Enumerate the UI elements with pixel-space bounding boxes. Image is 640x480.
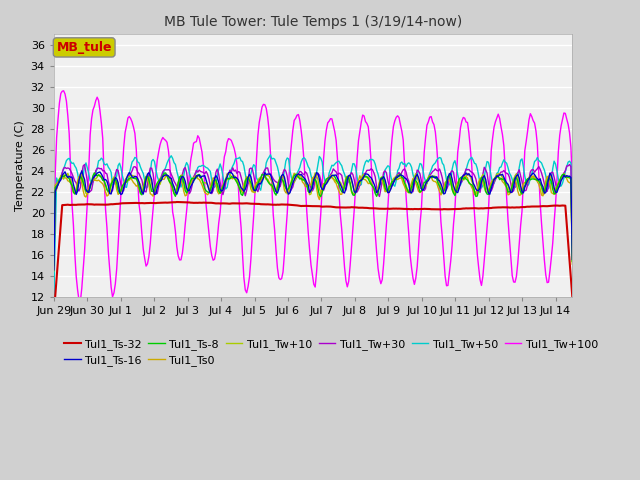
Tul1_Ts-16	[78, 168, 86, 174]
Tul1_Tw+10	[116, 186, 124, 192]
Tul1_Ts-32	[135, 200, 143, 206]
Tul1_Ts-32	[50, 312, 58, 317]
Tul1_Ts0	[135, 187, 143, 192]
Tul1_Ts-8	[431, 174, 439, 180]
Tul1_Tw+50	[50, 292, 58, 298]
Tul1_Ts-16	[226, 169, 234, 175]
Tul1_Tw+10	[311, 170, 319, 176]
Tul1_Tw+100	[559, 116, 566, 122]
Tul1_Tw+10	[316, 187, 323, 192]
Tul1_Ts-16	[431, 175, 439, 181]
Tul1_Ts-32	[431, 206, 439, 212]
Tul1_Ts-16	[316, 176, 323, 182]
Tul1_Tw+100	[136, 213, 144, 218]
Tul1_Ts0	[316, 197, 323, 203]
Tul1_Ts-8	[316, 192, 323, 198]
Tul1_Tw+30	[50, 266, 58, 272]
Tul1_Tw+30	[559, 175, 566, 180]
Tul1_Ts0	[431, 179, 439, 184]
Tul1_Tw+50	[431, 160, 439, 166]
Tul1_Ts-32	[316, 204, 323, 209]
Tul1_Ts-8	[559, 172, 566, 178]
Y-axis label: Temperature (C): Temperature (C)	[15, 120, 25, 211]
Tul1_Tw+10	[135, 180, 143, 185]
Tul1_Ts-32	[173, 199, 180, 205]
Tul1_Tw+100	[60, 88, 67, 94]
Tul1_Tw+50	[135, 160, 143, 166]
Tul1_Ts0	[559, 172, 566, 178]
Line: Tul1_Tw+100: Tul1_Tw+100	[54, 91, 572, 312]
Tul1_Ts-16	[50, 267, 58, 273]
Tul1_Tw+30	[81, 162, 88, 168]
Tul1_Tw+10	[568, 259, 576, 264]
Tul1_Ts-8	[568, 258, 576, 264]
Tul1_Tw+10	[559, 174, 566, 180]
Tul1_Tw+50	[559, 180, 566, 186]
Tul1_Ts-32	[568, 294, 576, 300]
Tul1_Tw+50	[225, 178, 232, 183]
Tul1_Tw+100	[226, 136, 234, 142]
Line: Tul1_Ts-32: Tul1_Ts-32	[54, 202, 572, 314]
Tul1_Ts0	[291, 170, 298, 176]
Tul1_Ts0	[116, 191, 124, 196]
Line: Tul1_Ts-8: Tul1_Ts-8	[54, 173, 572, 265]
Tul1_Ts-8	[50, 263, 58, 268]
Tul1_Tw+30	[431, 166, 439, 172]
Tul1_Ts0	[50, 263, 58, 268]
Tul1_Tw+30	[316, 172, 323, 178]
Tul1_Tw+100	[431, 129, 439, 135]
Tul1_Ts-16	[568, 256, 576, 262]
Title: MB Tule Tower: Tule Temps 1 (3/19/14-now): MB Tule Tower: Tule Temps 1 (3/19/14-now…	[164, 15, 462, 29]
Line: Tul1_Ts0: Tul1_Ts0	[54, 173, 572, 265]
Tul1_Ts-16	[136, 184, 144, 190]
Tul1_Tw+10	[431, 174, 439, 180]
Line: Tul1_Tw+30: Tul1_Tw+30	[54, 165, 572, 269]
Tul1_Ts-32	[559, 203, 566, 208]
Tul1_Tw+50	[316, 154, 323, 159]
Line: Tul1_Ts-16: Tul1_Ts-16	[54, 171, 572, 270]
Tul1_Ts0	[568, 261, 576, 267]
Tul1_Ts-8	[117, 188, 125, 193]
Tul1_Tw+50	[116, 160, 124, 166]
Tul1_Tw+100	[50, 309, 58, 314]
Tul1_Ts-8	[136, 191, 144, 196]
Tul1_Tw+30	[568, 250, 576, 256]
Line: Tul1_Tw+50: Tul1_Tw+50	[54, 155, 572, 295]
Tul1_Tw+30	[136, 174, 144, 180]
Tul1_Tw+30	[226, 168, 234, 173]
Tul1_Ts-16	[117, 192, 125, 197]
Tul1_Tw+50	[568, 227, 576, 232]
Tul1_Ts-8	[226, 176, 234, 182]
Tul1_Ts-16	[559, 175, 566, 181]
Tul1_Tw+10	[225, 170, 232, 176]
Tul1_Tw+100	[117, 191, 125, 197]
Text: MB_tule: MB_tule	[56, 41, 112, 54]
Tul1_Ts-8	[90, 170, 98, 176]
Tul1_Tw+10	[50, 268, 58, 274]
Tul1_Tw+100	[568, 178, 576, 183]
Tul1_Tw+50	[267, 152, 275, 158]
Tul1_Ts0	[225, 176, 232, 181]
Tul1_Ts-32	[226, 201, 234, 206]
Legend: Tul1_Ts-32, Tul1_Ts-16, Tul1_Ts-8, Tul1_Ts0, Tul1_Tw+10, Tul1_Tw+30, Tul1_Tw+50,: Tul1_Ts-32, Tul1_Ts-16, Tul1_Ts-8, Tul1_…	[60, 335, 602, 371]
Tul1_Tw+30	[117, 182, 125, 188]
Tul1_Tw+100	[316, 230, 323, 236]
Line: Tul1_Tw+10: Tul1_Tw+10	[54, 173, 572, 271]
Tul1_Ts-32	[116, 201, 124, 206]
